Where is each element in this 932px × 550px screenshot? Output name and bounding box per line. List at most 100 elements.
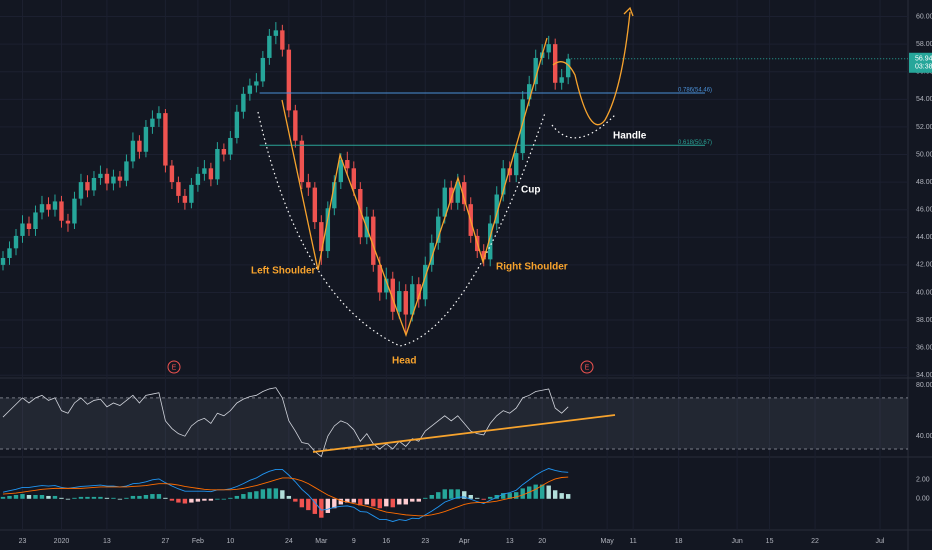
y-tick-label: 80.00 <box>916 382 932 389</box>
macd-histogram-bar <box>520 488 525 499</box>
macd-histogram-bar <box>78 496 84 499</box>
macd-histogram-bar <box>130 495 136 499</box>
macd-histogram-bar <box>0 496 6 499</box>
macd-histogram-bar <box>475 497 480 499</box>
macd-histogram-bar <box>436 492 441 499</box>
candle-body <box>273 30 279 36</box>
candle-body <box>449 187 454 203</box>
annotation: Head <box>392 356 416 367</box>
x-tick-label: 23 <box>421 538 429 545</box>
macd-histogram-bar <box>533 484 538 499</box>
y-tick-label: 46.00 <box>916 207 932 214</box>
candle-body <box>26 223 32 230</box>
macd-histogram-bar <box>338 498 344 505</box>
macd-histogram-bar <box>377 498 382 509</box>
candle-body <box>384 278 389 293</box>
macd-histogram-bar <box>189 498 194 503</box>
x-tick-label: Jun <box>731 538 742 545</box>
macd-histogram-bar <box>169 498 175 501</box>
candle-body <box>124 161 129 181</box>
annotation: Cup <box>521 185 540 196</box>
macd-histogram-bar <box>104 497 110 499</box>
y-tick-label: 60.00 <box>916 13 932 20</box>
countdown-label: 03:38:51 <box>915 64 932 71</box>
fib-label: 0.618(50.67) <box>678 140 712 146</box>
macd-histogram-bar <box>85 496 90 499</box>
candle-body <box>234 111 240 138</box>
macd-histogram-bar <box>254 491 259 499</box>
x-tick-label: 9 <box>352 538 356 545</box>
y-tick-label: 40.00 <box>916 289 932 296</box>
x-tick-label: 24 <box>285 538 293 545</box>
x-tick-label: Feb <box>192 538 204 545</box>
macd-histogram-bar <box>410 498 415 502</box>
last-price-label: 56.94 <box>915 56 932 63</box>
macd-histogram-bar <box>403 498 408 505</box>
x-tick-label: Jul <box>876 538 885 545</box>
candle-body <box>299 140 305 183</box>
macd-histogram-bar <box>124 497 129 499</box>
x-tick-label: 27 <box>162 538 170 545</box>
macd-histogram-bar <box>416 498 421 502</box>
candle-body <box>150 118 155 127</box>
candle-body <box>169 165 175 183</box>
annotation: Handle <box>613 131 647 142</box>
y-tick-label: 50.00 <box>916 151 932 158</box>
macd-histogram-bar <box>397 498 402 505</box>
candle-body <box>117 176 123 181</box>
x-tick-label: Apr <box>459 538 471 545</box>
candle-body <box>338 160 344 183</box>
macd-histogram-bar <box>20 494 25 499</box>
macd-histogram-bar <box>156 494 162 499</box>
candle-body <box>143 126 149 152</box>
macd-histogram-bar <box>72 497 77 499</box>
candle-body <box>416 284 421 300</box>
candle-body <box>202 168 207 174</box>
x-tick-label: 16 <box>382 538 390 545</box>
event-marker <box>580 360 594 374</box>
candle-body <box>215 148 220 180</box>
macd-histogram-bar <box>46 495 51 499</box>
macd-histogram-bar <box>299 498 305 508</box>
x-tick-label: 13 <box>506 538 514 545</box>
macd-histogram-bar <box>163 497 168 499</box>
macd-histogram-bar <box>26 495 32 499</box>
macd-histogram-bar <box>319 498 324 518</box>
macd-histogram-bar <box>332 498 337 509</box>
x-tick-label: 13 <box>103 538 111 545</box>
candle-body <box>377 264 382 293</box>
candle-body <box>0 257 6 265</box>
x-tick-label: 20 <box>538 538 546 545</box>
macd-histogram-bar <box>345 498 350 503</box>
macd-histogram-bar <box>176 498 181 503</box>
y-tick-label: 40.00 <box>916 433 932 440</box>
candle-body <box>182 195 188 203</box>
macd-histogram-bar <box>546 485 551 499</box>
y-tick-label: 48.00 <box>916 179 932 186</box>
macd-histogram-bar <box>455 489 460 499</box>
candle-body <box>312 187 318 223</box>
macd-histogram-bar <box>91 496 97 499</box>
candle-body <box>565 58 571 78</box>
candle-body <box>228 137 233 155</box>
candle-body <box>104 173 110 184</box>
candle-body <box>390 278 395 312</box>
y-tick-label: 2.00 <box>916 477 930 484</box>
candle-body <box>52 201 58 210</box>
macd-histogram-bar <box>429 495 434 499</box>
macd-histogram-bar <box>423 497 428 499</box>
candle-body <box>520 99 525 154</box>
macd-histogram-bar <box>442 489 447 499</box>
candle-body <box>423 264 428 300</box>
candle-body <box>130 140 136 162</box>
macd-histogram-bar <box>273 488 279 499</box>
candle-body <box>429 242 434 265</box>
macd-histogram-bar <box>565 494 571 499</box>
macd-line <box>2 468 569 522</box>
macd-histogram-bar <box>559 493 564 499</box>
annotation: Right Shoulder <box>496 262 568 273</box>
candle-body <box>78 182 84 199</box>
macd-histogram-bar <box>260 489 266 499</box>
